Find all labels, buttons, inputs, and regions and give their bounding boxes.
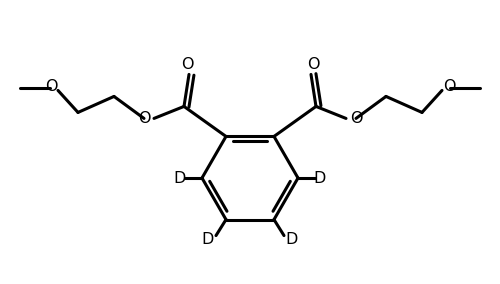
Text: O: O	[45, 79, 57, 94]
Text: O: O	[350, 111, 362, 126]
Text: O: O	[181, 57, 193, 72]
Text: O: O	[307, 57, 320, 72]
Text: D: D	[286, 232, 298, 247]
Text: O: O	[138, 111, 150, 126]
Text: O: O	[443, 79, 455, 94]
Text: D: D	[174, 170, 186, 185]
Text: D: D	[314, 170, 326, 185]
Text: D: D	[202, 232, 214, 247]
